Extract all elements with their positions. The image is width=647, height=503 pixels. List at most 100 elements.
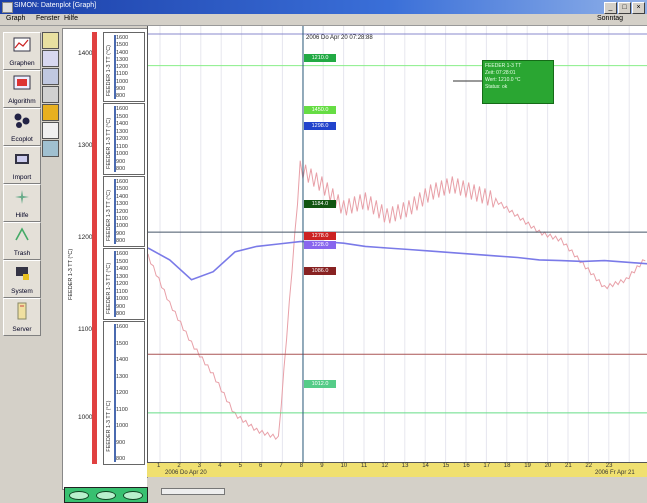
- mini-panel-tick: 1000: [116, 78, 129, 85]
- zoom-reset-button[interactable]: [96, 491, 116, 500]
- ecoplot-label: Ecoplot: [11, 136, 33, 143]
- menu-sonntag: Sonntag: [597, 15, 624, 22]
- system-button[interactable]: System: [3, 260, 41, 298]
- mini-panel-tick: 1600: [116, 179, 129, 185]
- mini-panel-tick: 1600: [116, 35, 129, 41]
- mini-panel-tick: 800: [116, 166, 126, 172]
- print-icon[interactable]: [42, 140, 59, 157]
- mini-panel-tick: 1600: [116, 106, 129, 112]
- zoom-in-button[interactable]: [123, 491, 143, 500]
- mini-panel-tick: 1200: [116, 390, 129, 396]
- menu-bar: Graph Fenster Hilfe Sonntag: [0, 14, 647, 26]
- disk-icon[interactable]: [42, 68, 59, 85]
- time-tick-label: 15: [442, 463, 450, 469]
- bottom-control-strip: [64, 487, 148, 503]
- close-button[interactable]: ×: [632, 2, 645, 14]
- mini-panel-tick: 1100: [116, 71, 128, 78]
- time-tick-label: 16: [463, 463, 470, 469]
- trash-label: Trash: [13, 250, 31, 257]
- menu-fenster[interactable]: Fenster: [36, 15, 60, 22]
- axis-tick: 1200: [78, 234, 93, 241]
- ecoplot-button[interactable]: Ecoplot: [3, 108, 41, 146]
- notes-icon[interactable]: [42, 32, 59, 49]
- horizontal-scrollbar[interactable]: [147, 478, 647, 498]
- mini-panel-tick: 1100: [116, 215, 128, 222]
- maximize-button[interactable]: □: [618, 2, 631, 14]
- mini-panel-tick: 1200: [116, 208, 129, 215]
- mini-axis-panel[interactable]: FEEDER 1-3 TT (°C) 1600 1500 1400 1300 1200 11…: [103, 248, 145, 320]
- axis-tick: 1000: [78, 414, 93, 421]
- mini-panel-title: FEEDER 1-3 TT (°C): [106, 44, 112, 97]
- hilfe-button[interactable]: Hilfe: [3, 184, 41, 222]
- time-tick-label: 4: [218, 463, 222, 469]
- search-icon[interactable]: [42, 122, 59, 139]
- time-tick-label: 14: [422, 463, 429, 469]
- axis-tick: 1300: [78, 142, 93, 149]
- time-tick-label: 11: [361, 463, 368, 469]
- import-button[interactable]: Import: [3, 146, 41, 184]
- value-tag: 1086.0: [304, 267, 336, 275]
- mini-panel-tick: 1200: [116, 136, 129, 142]
- mini-panel-tick: 1000: [116, 423, 129, 429]
- time-tick-label: 20: [544, 463, 552, 469]
- left-toolbar: Graphen Algorithm Ecoplot Import Hilfe T…: [2, 30, 41, 502]
- mini-panel-tick: 1400: [116, 266, 129, 272]
- system-icon: [16, 267, 29, 280]
- import-label: Import: [12, 174, 32, 181]
- mini-panel-tick: 900: [116, 303, 126, 310]
- server-button[interactable]: Server: [3, 298, 41, 336]
- ecoplot-icon: [14, 113, 30, 128]
- tooltip-line: Status: ok: [485, 84, 508, 90]
- minimize-button[interactable]: _: [604, 2, 617, 14]
- menu-graph[interactable]: Graph: [6, 15, 26, 22]
- mini-panel-tick: 900: [116, 439, 126, 446]
- plot-area[interactable]: 1210.0 1450.0 1298.0 1184.0 1278.0 1228.0 1086…: [147, 26, 647, 462]
- time-tick-label: 8: [299, 463, 304, 469]
- box-icon[interactable]: [42, 86, 59, 103]
- mini-panel-tick: 1500: [116, 258, 129, 265]
- value-tag: 1184.0: [304, 200, 336, 208]
- trash-icon: [15, 227, 29, 241]
- mini-panel-scale-bar: [114, 35, 116, 99]
- mini-axis-panel[interactable]: FEEDER 1-3 TT (°C) 1600 1500 1400 1300 1200 11…: [103, 321, 145, 465]
- time-tick-label: 3: [197, 463, 202, 469]
- time-tick-label: 18: [503, 463, 511, 469]
- menu-hilfe[interactable]: Hilfe: [64, 15, 79, 22]
- scroll-thumb[interactable]: [161, 488, 225, 495]
- time-tick-label: 2: [177, 463, 181, 469]
- mini-axis-panel[interactable]: FEEDER 1-3 TT (°C) 1600 1500 1400 1300 1200 11…: [103, 103, 145, 175]
- mini-axis-panel[interactable]: FEEDER 1-3 TT (°C) 1600 1500 1400 1300 1200 11…: [103, 176, 145, 247]
- mini-panel-tick: 900: [116, 230, 126, 237]
- algorithm-button[interactable]: Algorithm: [3, 70, 41, 108]
- server-label: Server: [12, 326, 32, 333]
- mini-panel-tick: 1000: [116, 296, 129, 302]
- mini-panel-tick: 1300: [116, 128, 129, 135]
- time-tick-label: 1: [157, 463, 161, 469]
- server-icon: [17, 302, 27, 320]
- time-tick-label: 13: [401, 463, 409, 469]
- graphen-button[interactable]: Graphen: [3, 32, 41, 70]
- mini-panel-tick: 900: [116, 85, 126, 92]
- zoom-out-button[interactable]: [69, 491, 89, 500]
- help-icon: [15, 190, 29, 204]
- algorithm-icon: [13, 75, 31, 90]
- trash-button[interactable]: Trash: [3, 222, 41, 260]
- mini-panel-tick: 1100: [116, 143, 128, 150]
- time-tick-label: 6: [259, 463, 263, 469]
- tooltip-line: Zeit: 07:28:01: [485, 70, 516, 76]
- series-line: [148, 240, 647, 281]
- app-icon: [2, 2, 13, 13]
- time-tick-label: 7: [279, 463, 283, 469]
- time-tick-label: 12: [381, 463, 389, 469]
- mini-panel-tick: 1400: [116, 193, 129, 200]
- mini-panel-tick: 1200: [116, 64, 129, 70]
- value-tag: 1210.0: [304, 54, 336, 62]
- window-icon[interactable]: [42, 50, 59, 67]
- import-icon: [15, 154, 29, 164]
- cursor-label: 2006 Do Apr 20 07:28:88: [306, 35, 373, 41]
- grid-icon[interactable]: [42, 104, 59, 121]
- mini-panel-scale-bar: [114, 251, 116, 317]
- mini-axis-panel[interactable]: FEEDER 1-3 TT (°C) 1600 1500 1400 1300 1200 11…: [103, 32, 145, 102]
- system-label: System: [11, 288, 33, 295]
